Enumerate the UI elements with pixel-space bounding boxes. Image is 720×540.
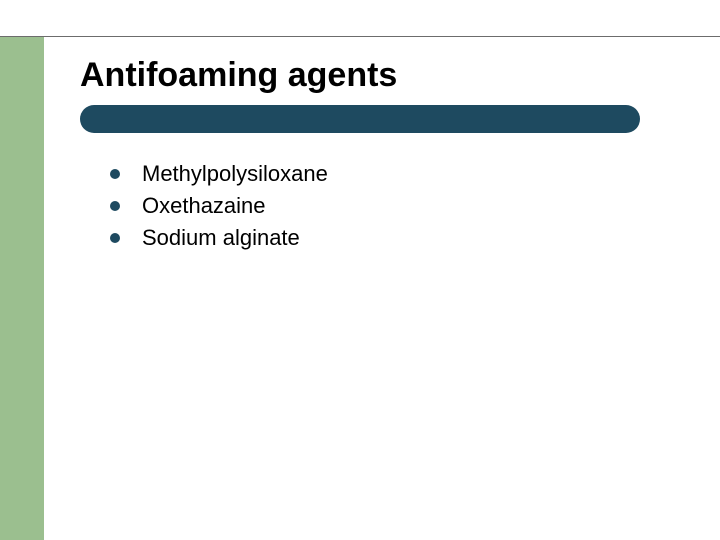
title-underline-bar [80,105,640,133]
bullet-text: Methylpolysiloxane [142,161,328,187]
list-item: Methylpolysiloxane [110,161,680,187]
bullet-text: Oxethazaine [142,193,266,219]
list-item: Sodium alginate [110,225,680,251]
bullet-icon [110,169,120,179]
bullet-list: Methylpolysiloxane Oxethazaine Sodium al… [110,161,680,251]
list-item: Oxethazaine [110,193,680,219]
bullet-text: Sodium alginate [142,225,300,251]
bullet-icon [110,233,120,243]
left-accent-bar [0,36,44,540]
slide-content: Antifoaming agents Methylpolysiloxane Ox… [80,56,680,257]
slide-title: Antifoaming agents [80,56,680,95]
bullet-icon [110,201,120,211]
top-horizontal-rule [0,36,720,37]
